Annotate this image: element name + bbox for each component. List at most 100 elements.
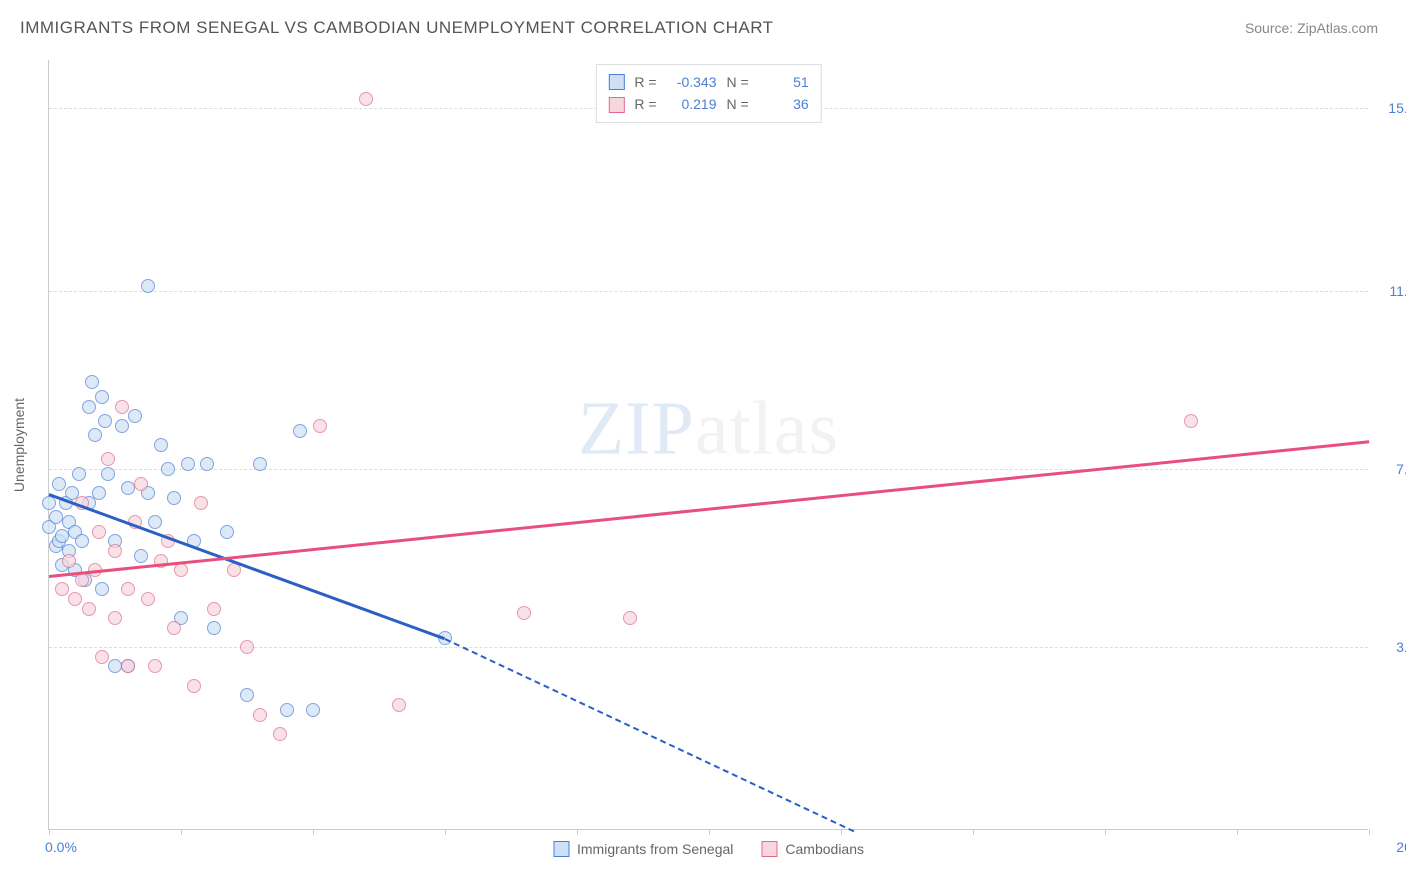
legend-item-cambodians: Cambodians [761, 841, 864, 857]
legend-swatch-cambodians [761, 841, 777, 857]
data-point-cambodians [240, 640, 254, 654]
data-point-cambodians [313, 419, 327, 433]
x-tick [709, 829, 710, 835]
data-point-senegal [98, 414, 112, 428]
data-point-senegal [141, 279, 155, 293]
data-point-senegal [55, 529, 69, 543]
data-point-cambodians [121, 582, 135, 596]
data-point-senegal [220, 525, 234, 539]
data-point-senegal [134, 549, 148, 563]
watermark-atlas: atlas [695, 387, 839, 471]
trend-line [49, 440, 1369, 577]
data-point-cambodians [167, 621, 181, 635]
x-tick [445, 829, 446, 835]
watermark: ZIPatlas [578, 386, 839, 473]
data-point-cambodians [187, 679, 201, 693]
y-tick-label: 7.5% [1396, 461, 1406, 477]
data-point-cambodians [108, 611, 122, 625]
data-point-senegal [52, 477, 66, 491]
x-axis-min-label: 0.0% [45, 839, 77, 855]
data-point-senegal [85, 375, 99, 389]
data-point-senegal [128, 409, 142, 423]
legend-swatch-senegal [553, 841, 569, 857]
legend-series: Immigrants from Senegal Cambodians [553, 841, 864, 857]
data-point-senegal [148, 515, 162, 529]
data-point-senegal [161, 462, 175, 476]
legend-stats-row-1: R = 0.219 N = 36 [608, 93, 808, 115]
data-point-cambodians [623, 611, 637, 625]
legend-swatch-senegal [608, 74, 624, 90]
r-label: R = [634, 71, 656, 93]
data-point-cambodians [68, 592, 82, 606]
gridline [49, 291, 1368, 292]
data-point-senegal [253, 457, 267, 471]
x-axis-max-label: 20.0% [1396, 839, 1406, 855]
data-point-cambodians [359, 92, 373, 106]
data-point-senegal [88, 428, 102, 442]
x-tick [49, 829, 50, 835]
y-axis-label: Unemployment [11, 397, 27, 491]
watermark-zip: ZIP [578, 387, 695, 471]
x-tick [841, 829, 842, 835]
data-point-cambodians [141, 592, 155, 606]
legend-stats: R = -0.343 N = 51 R = 0.219 N = 36 [595, 64, 821, 123]
data-point-cambodians [174, 563, 188, 577]
legend-stats-row-0: R = -0.343 N = 51 [608, 71, 808, 93]
x-tick [577, 829, 578, 835]
data-point-senegal [280, 703, 294, 717]
data-point-cambodians [207, 602, 221, 616]
n-value: 36 [759, 93, 809, 115]
n-label: N = [727, 71, 749, 93]
data-point-cambodians [148, 659, 162, 673]
data-point-senegal [121, 481, 135, 495]
legend-swatch-cambodians [608, 97, 624, 113]
chart-plot-area: Unemployment ZIPatlas 3.8%7.5%11.2%15.0%… [48, 60, 1368, 830]
data-point-senegal [293, 424, 307, 438]
r-value: 0.219 [667, 93, 717, 115]
data-point-cambodians [108, 544, 122, 558]
data-point-cambodians [55, 582, 69, 596]
legend-item-senegal: Immigrants from Senegal [553, 841, 733, 857]
data-point-cambodians [92, 525, 106, 539]
chart-title: IMMIGRANTS FROM SENEGAL VS CAMBODIAN UNE… [20, 18, 774, 38]
data-point-cambodians [82, 602, 96, 616]
x-tick [1105, 829, 1106, 835]
data-point-senegal [72, 467, 86, 481]
data-point-senegal [306, 703, 320, 717]
data-point-cambodians [134, 477, 148, 491]
r-label: R = [634, 93, 656, 115]
data-point-senegal [200, 457, 214, 471]
data-point-senegal [154, 438, 168, 452]
x-tick [313, 829, 314, 835]
source-label: Source: ZipAtlas.com [1245, 20, 1378, 36]
r-value: -0.343 [667, 71, 717, 93]
x-tick [181, 829, 182, 835]
x-tick [973, 829, 974, 835]
x-tick [1369, 829, 1370, 835]
data-point-senegal [101, 467, 115, 481]
data-point-cambodians [101, 452, 115, 466]
data-point-senegal [167, 491, 181, 505]
data-point-cambodians [273, 727, 287, 741]
n-value: 51 [759, 71, 809, 93]
data-point-cambodians [517, 606, 531, 620]
data-point-cambodians [115, 400, 129, 414]
data-point-senegal [75, 534, 89, 548]
data-point-cambodians [392, 698, 406, 712]
data-point-senegal [207, 621, 221, 635]
data-point-cambodians [194, 496, 208, 510]
y-tick-label: 15.0% [1388, 100, 1406, 116]
data-point-cambodians [253, 708, 267, 722]
y-tick-label: 11.2% [1389, 283, 1406, 299]
data-point-cambodians [62, 554, 76, 568]
data-point-senegal [108, 659, 122, 673]
n-label: N = [727, 93, 749, 115]
y-tick-label: 3.8% [1396, 639, 1406, 655]
data-point-senegal [95, 390, 109, 404]
data-point-cambodians [95, 650, 109, 664]
data-point-senegal [95, 582, 109, 596]
legend-label: Immigrants from Senegal [577, 841, 733, 857]
data-point-cambodians [1184, 414, 1198, 428]
data-point-senegal [181, 457, 195, 471]
data-point-senegal [49, 510, 63, 524]
